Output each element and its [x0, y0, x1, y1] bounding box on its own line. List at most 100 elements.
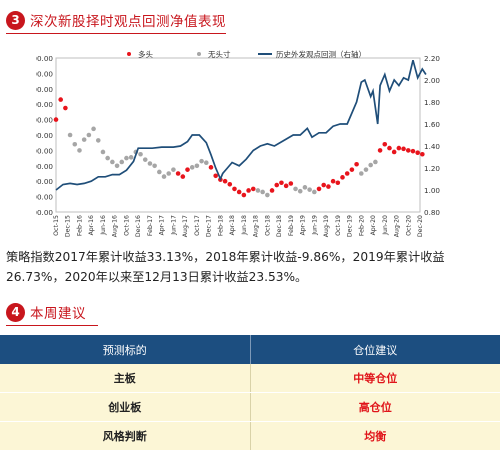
section-header-backtest: 3 深次新股择时观点回测净值表现 [6, 8, 226, 32]
strategy-return-summary: 策略指数2017年累计收益33.13%，2018年累计收益-9.86%，2019… [6, 250, 445, 284]
x-axis-tick-label: Feb-19 [288, 215, 295, 236]
right-axis-tick-label: 1.60 [424, 120, 440, 129]
long-position-point [340, 175, 345, 180]
x-axis-tick-label: Feb-16 [76, 215, 83, 236]
x-axis-tick-label: Jun-17 [170, 215, 177, 236]
header-position: 仓位建议 [250, 335, 500, 364]
right-axis-tick-label: 2.20 [424, 54, 440, 63]
position-advice: 中等仓位 [250, 364, 500, 393]
section-header-weekly: 4 本周建议 [6, 300, 86, 324]
no-position-point [302, 185, 308, 190]
no-position-point [265, 192, 270, 198]
long-position-point [326, 184, 331, 189]
long-position-point [241, 192, 247, 198]
left-axis-tick-label: 2100.00 [36, 85, 53, 94]
long-position-point [175, 171, 181, 176]
no-position-point [119, 159, 125, 165]
no-position-point [67, 132, 73, 138]
long-position-point [415, 150, 420, 156]
x-axis-tick-label: Apr-19 [300, 215, 307, 235]
long-position-point [180, 174, 186, 179]
no-position-point [312, 189, 317, 195]
backtest-chart: 500.00 700.00 900.00 1100.00 1300.00 1500.00 1… [36, 49, 440, 237]
section-title: 深次新股择时观点回测净值表现 [30, 14, 226, 30]
no-position-point [203, 160, 209, 166]
position-advice: 均衡 [250, 421, 500, 451]
no-position-point [166, 171, 172, 176]
x-axis-tick-label: Aug-18 [253, 215, 260, 237]
no-position-point [114, 163, 120, 169]
x-axis-tick-label: Feb-20 [358, 215, 365, 236]
x-axis-tick-label: Aug-20 [394, 215, 401, 237]
no-position-point [293, 186, 298, 192]
no-position-point [72, 141, 78, 147]
legend-nav-label: 历史外发观点回测（右轴） [276, 49, 366, 59]
x-axis-tick-label: Oct-18 [264, 215, 271, 236]
long-position-point [227, 181, 233, 187]
section-underline [6, 325, 98, 326]
long-position-point [335, 180, 341, 186]
position-advice: 高仓位 [250, 392, 500, 422]
long-position-point [222, 178, 228, 184]
no-position-point [86, 132, 92, 138]
section-number-badge: 3 [6, 10, 25, 30]
left-axis-tick-label: 700.00 [36, 193, 53, 202]
no-position-point [128, 155, 134, 160]
no-position-point [100, 149, 106, 155]
x-axis-tick-label: Oct-17 [194, 215, 201, 236]
x-axis-tick-label: Dec-16 [135, 215, 142, 237]
header-target: 预测标的 [0, 335, 251, 364]
left-axis-tick-label: 1900.00 [36, 100, 53, 109]
long-position-point [236, 189, 242, 195]
x-axis-tick-label: Oct-19 [335, 215, 342, 236]
long-position-point [274, 182, 280, 188]
long-position-point [321, 182, 327, 188]
left-axis-tick-label: 500.00 [36, 208, 53, 217]
long-position-point [53, 117, 59, 122]
left-axis-tick-label: 900.00 [36, 177, 53, 186]
no-position-point [307, 187, 312, 192]
x-axis-tick-label: Feb-18 [217, 215, 224, 236]
long-position-point [391, 149, 397, 155]
x-axis-tick-label: Oct-20 [405, 215, 412, 236]
no-position-point [373, 159, 378, 165]
section-number-badge: 4 [6, 302, 25, 322]
x-axis-tick-label: Aug-19 [323, 215, 330, 237]
left-axis-tick-label: 1500.00 [36, 131, 53, 140]
no-position-point [368, 162, 373, 168]
long-position-point [344, 171, 350, 176]
right-axis-tick-label: 2.00 [424, 76, 440, 85]
right-axis-tick-label: 1.20 [424, 164, 440, 173]
no-position-point [297, 188, 303, 194]
long-position-point [382, 141, 388, 147]
long-position-point [246, 188, 251, 193]
no-position-point [124, 155, 129, 161]
long-position-point [232, 186, 237, 192]
long-position-point [354, 161, 359, 167]
long-position-point [396, 145, 402, 151]
no-position-point [95, 138, 101, 143]
right-axis-tick-label: 1.80 [424, 98, 440, 107]
position-advice-table: 预测标的 仓位建议 主板 中等仓位 创业板 高仓位 风格判断 均衡 [0, 335, 500, 451]
section-title: 本周建议 [30, 306, 86, 322]
long-position-point [316, 186, 322, 192]
nav-backtest-line [55, 59, 427, 191]
no-position-point [138, 151, 143, 157]
target-name: 创业板 [0, 392, 251, 422]
x-axis-tick-label: Dec-17 [206, 215, 213, 237]
right-axis-tick-label: 0.80 [424, 208, 440, 217]
no-position-point [171, 167, 176, 172]
no-position-point [363, 167, 369, 172]
left-axis-tick-label: 2500.00 [36, 54, 53, 63]
no-position-point [91, 126, 96, 132]
left-axis-tick-label: 2300.00 [36, 69, 53, 78]
table-row: 主板 中等仓位 [0, 364, 500, 393]
no-position-point [152, 163, 157, 169]
legend-long-marker [127, 52, 131, 56]
x-axis-tick-label: Jun-16 [100, 215, 107, 236]
x-axis-tick-label: Dec-15 [65, 215, 72, 237]
no-position-point [77, 148, 82, 153]
table-header-row: 预测标的 仓位建议 [0, 335, 500, 364]
long-position-point [63, 105, 68, 111]
no-position-point [147, 161, 153, 166]
